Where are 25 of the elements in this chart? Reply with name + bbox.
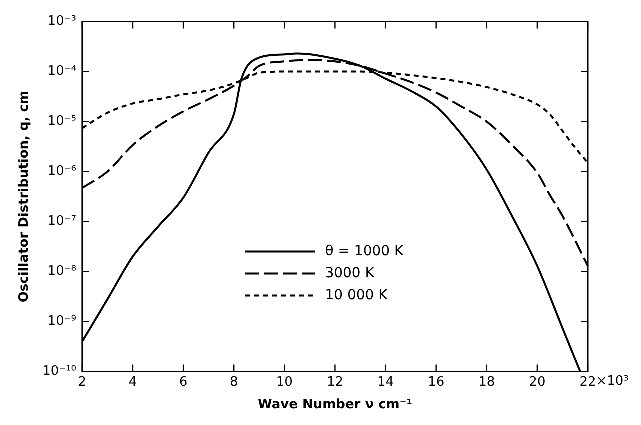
- legend-label: 10 000 K: [325, 287, 389, 304]
- legend-label: 3000 K: [325, 265, 376, 282]
- x-tick-label: 6: [179, 374, 188, 390]
- x-axis-title: Wave Number ν cm⁻¹: [258, 398, 412, 413]
- legend-label: θ = 1000 K: [325, 243, 404, 260]
- x-tick-label: 14: [377, 374, 394, 390]
- x-tick-label: 20: [529, 374, 546, 390]
- y-tick-label: 10⁻¹⁰: [42, 364, 76, 380]
- x-tick-label: 10: [276, 374, 293, 390]
- y-axis-title: Oscillator Distribution, q, cm: [17, 90, 32, 303]
- x-tick-label: 4: [128, 374, 138, 390]
- x-tick-label: 22: [580, 374, 596, 390]
- y-tick-label: 10⁻⁷: [48, 214, 76, 230]
- y-tick-label: 10⁻⁹: [48, 314, 76, 330]
- y-tick-label: 10⁻⁴: [48, 64, 76, 80]
- text: ×10³: [596, 374, 629, 390]
- x-tick-label: 16: [428, 374, 445, 390]
- x-tick-label: 8: [230, 374, 238, 390]
- x-tick-label: 12: [326, 374, 344, 390]
- x-tick-label: 18: [478, 374, 496, 390]
- y-tick-label: 10⁻⁶: [48, 164, 76, 180]
- y-tick-label: 10⁻⁵: [48, 114, 76, 130]
- y-tick-label: 10⁻⁸: [48, 264, 76, 280]
- x-tick-label: 2: [78, 374, 87, 390]
- y-tick-label: 10⁻³: [48, 14, 76, 30]
